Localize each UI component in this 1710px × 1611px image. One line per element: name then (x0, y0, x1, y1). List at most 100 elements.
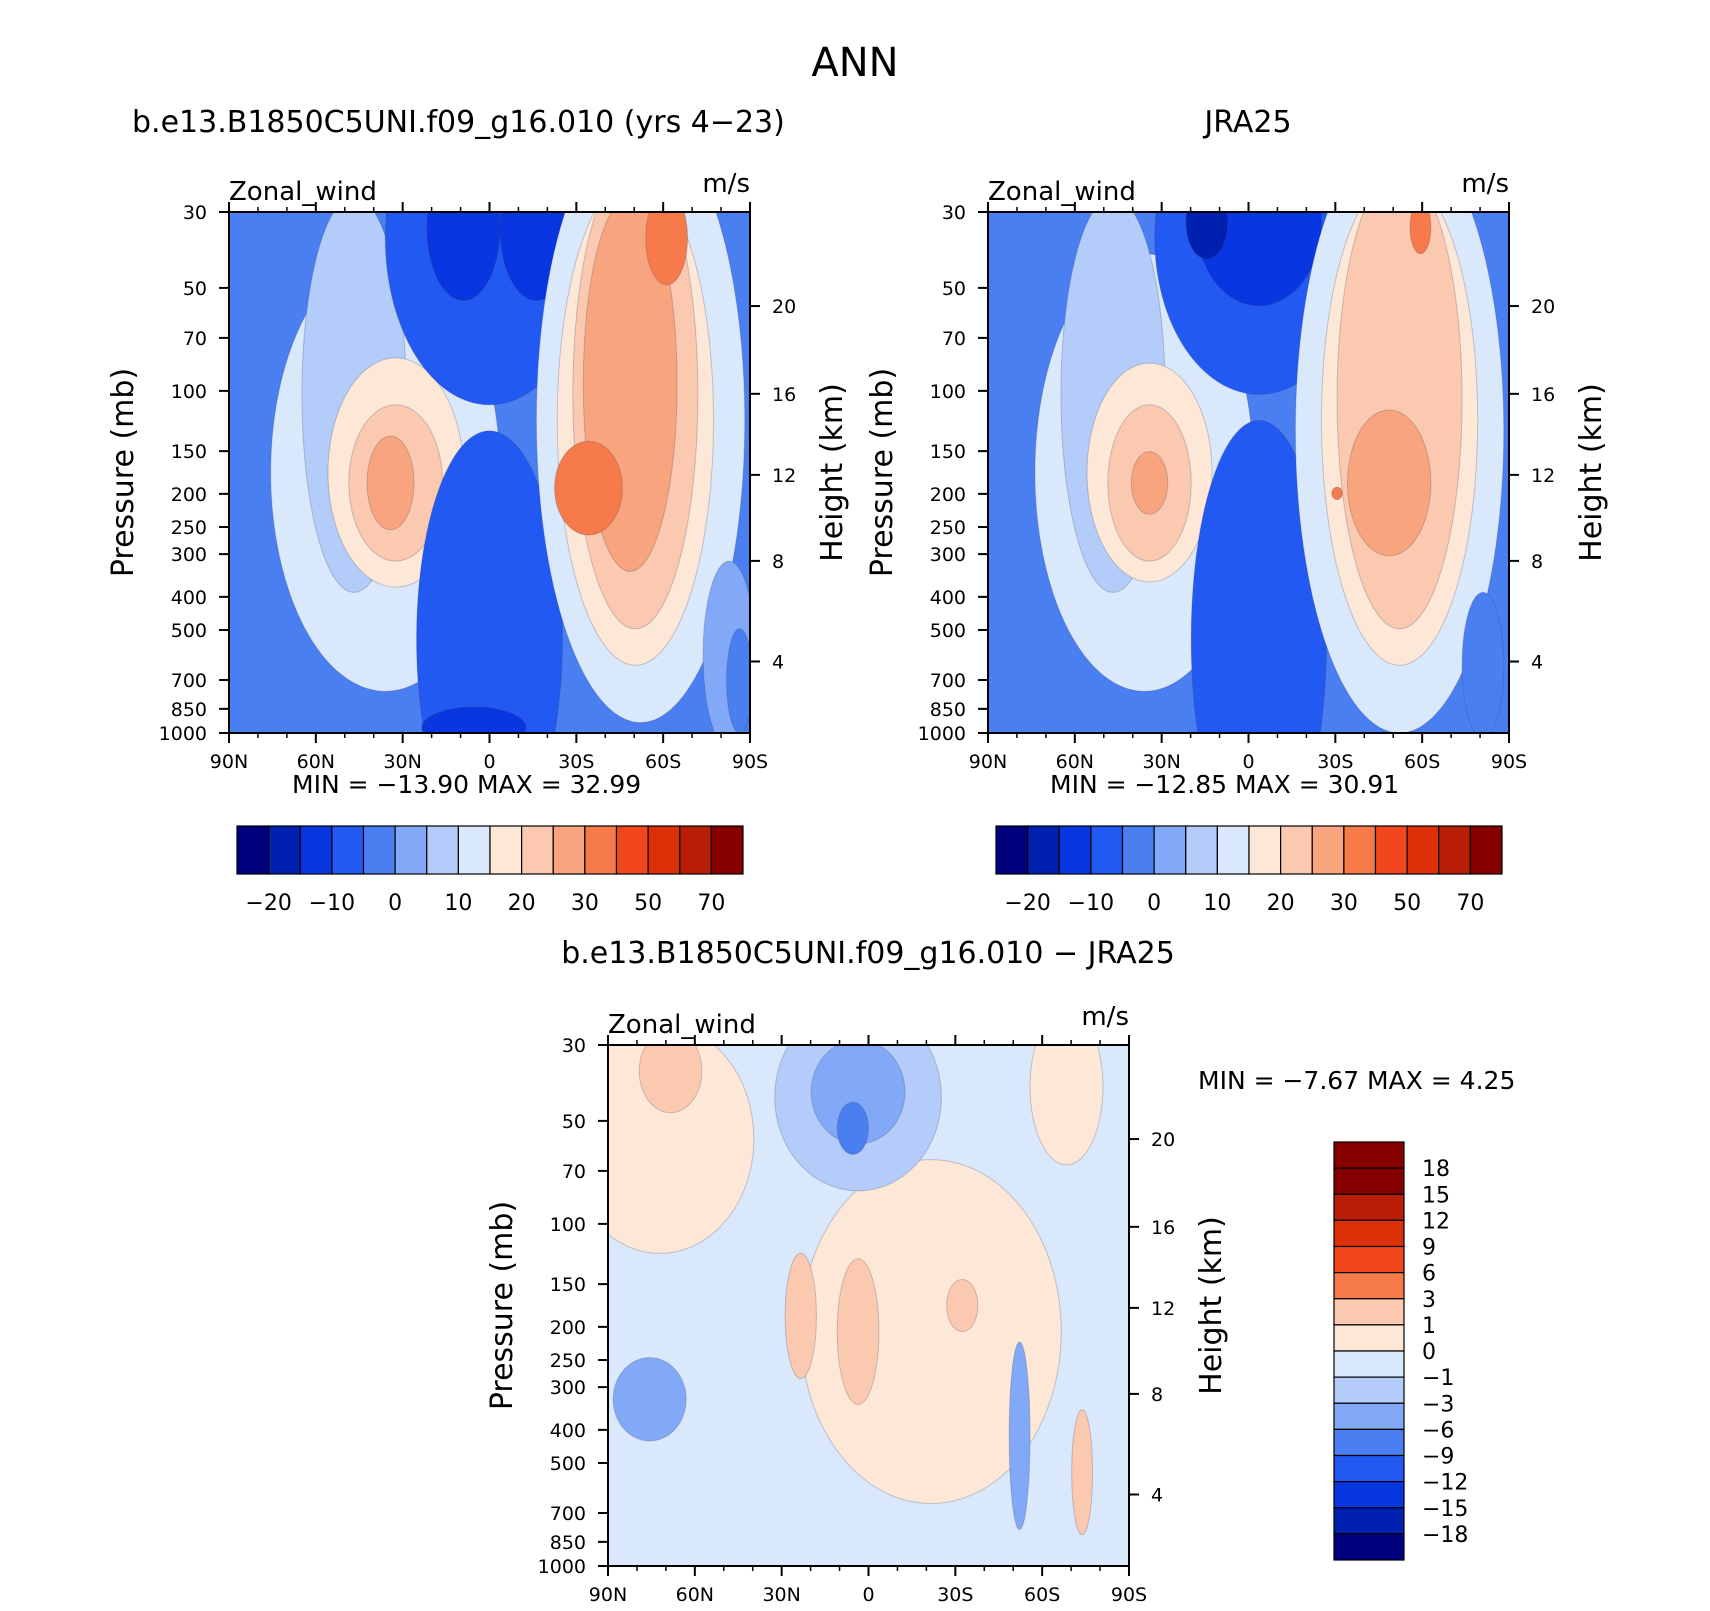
variable-label: Zonal_wind (608, 1010, 756, 1040)
y-tick-label: 400 (930, 587, 966, 609)
units-label: m/s (702, 169, 750, 199)
panel-model: b.e13.B1850C5UNI.f09_g16.010 (yrs 4−23) Z… (106, 105, 850, 916)
colorbar-box (584, 825, 618, 875)
y-tick-label: 100 (550, 1214, 586, 1236)
min-max-stats: MIN = −12.85 MAX = 30.91 (1050, 770, 1399, 799)
contour-region (836, 1258, 880, 1405)
colorbar-label: 1 (1422, 1314, 1436, 1339)
y-tick-label: 30 (942, 202, 966, 224)
y-right-tick-label: 8 (1531, 551, 1543, 573)
contour-region (421, 706, 527, 733)
y-right-tick-label: 4 (1531, 651, 1543, 673)
min-max-stats: MIN = −7.67 MAX = 4.25 (1198, 1066, 1515, 1095)
colorbar-label: −6 (1422, 1418, 1454, 1443)
colorbar-box (1333, 1533, 1405, 1561)
y-right-tick-label: 20 (1151, 1129, 1175, 1151)
y-tick-label: 70 (562, 1161, 586, 1183)
y-tick-label: 50 (183, 278, 207, 300)
x-tick-label: 0 (1242, 751, 1254, 773)
y-tick-label: 50 (942, 278, 966, 300)
y-tick-label: 300 (930, 544, 966, 566)
contour-region (554, 440, 623, 536)
y-tick-label: 500 (171, 620, 207, 642)
contour-region (608, 1045, 755, 1254)
y-tick-label: 30 (562, 1035, 586, 1057)
y-right-tick-label: 12 (772, 465, 796, 487)
colorbar-box (1333, 1298, 1405, 1326)
x-tick-label: 90S (1111, 1584, 1147, 1606)
colorbar-label: 0 (1422, 1340, 1436, 1365)
x-tick-label: 30S (937, 1584, 973, 1606)
x-tick-label: 0 (483, 751, 495, 773)
colorbar-label: 10 (1203, 891, 1231, 916)
colorbar-box (1438, 825, 1471, 875)
contour-region (416, 430, 563, 733)
contour-region (645, 212, 688, 286)
colorbar-box (1333, 1219, 1405, 1248)
colorbar-label: 30 (1330, 891, 1358, 916)
colorbar-label: 9 (1422, 1236, 1436, 1261)
contour-region (1008, 1341, 1031, 1531)
colorbar-label: 30 (571, 891, 599, 916)
y-tick-label: 200 (930, 484, 966, 506)
units-label: m/s (1081, 1002, 1129, 1032)
x-tick-label: 30N (1142, 751, 1180, 773)
y-tick-label: 100 (930, 381, 966, 403)
colorbar-label: 70 (1456, 891, 1484, 916)
colorbar-box (1027, 825, 1060, 875)
min-max-stats: MIN = −13.90 MAX = 32.99 (292, 770, 641, 799)
x-tick-label: 30N (762, 1584, 800, 1606)
y-tick-label: 250 (550, 1350, 586, 1372)
x-tick-label: 30N (383, 751, 421, 773)
x-tick-label: 30S (1317, 751, 1353, 773)
colorbar-label: 12 (1422, 1209, 1450, 1234)
colorbar-label: −3 (1422, 1392, 1454, 1417)
colorbar-label: −15 (1422, 1497, 1468, 1522)
colorbar-label: −18 (1422, 1523, 1468, 1548)
colorbar-label: −20 (1004, 891, 1050, 916)
x-tick-label: 90N (589, 1584, 627, 1606)
colorbar-box (489, 825, 523, 875)
contour-region (426, 212, 501, 302)
colorbar-box (236, 825, 270, 875)
panel-jra25: JRA25 Zonal_wind m/s 90N 60N 30N 0 30S 60S 90S 30 5… (865, 105, 1609, 916)
y-tick-label: 700 (930, 670, 966, 692)
colorbar-box (394, 825, 428, 875)
colorbar-box (362, 825, 396, 875)
colorbar-label: −12 (1422, 1471, 1468, 1496)
colorbar-box (1333, 1402, 1405, 1430)
colorbar-label: 70 (697, 891, 725, 916)
contour-region (726, 628, 750, 733)
panel-title: b.e13.B1850C5UNI.f09_g16.010 (yrs 4−23) (132, 105, 785, 140)
y-right-tick-label: 16 (772, 384, 796, 406)
y-tick-label: 400 (171, 587, 207, 609)
contour-region (1029, 1045, 1104, 1166)
colorbar-box (995, 825, 1029, 875)
contour-field (608, 1045, 1129, 1566)
colorbar-box (647, 825, 681, 875)
colorbar-box (1333, 1481, 1405, 1509)
colorbar-box (1343, 825, 1377, 875)
x-tick-label: 60N (1056, 751, 1094, 773)
colorbar-label: 10 (444, 891, 472, 916)
colorbar-label: 15 (1422, 1183, 1450, 1208)
colorbar-label: −10 (309, 891, 355, 916)
y-tick-label: 150 (550, 1274, 586, 1296)
x-tick-label: 90S (732, 751, 768, 773)
contour-region (1461, 591, 1505, 733)
contour-region (1409, 212, 1432, 255)
panel-title: JRA25 (1202, 105, 1291, 140)
y-tick-label: 850 (171, 699, 207, 721)
x-tick-label: 0 (862, 1584, 874, 1606)
colorbar-label: −20 (245, 891, 291, 916)
colorbar-label: 6 (1422, 1262, 1436, 1287)
x-tick-label: 60S (1404, 751, 1440, 773)
y-tick-label: 1000 (918, 723, 966, 745)
colorbar-label: 20 (508, 891, 536, 916)
y-tick-label: 70 (183, 328, 207, 350)
contour-region (1346, 409, 1432, 557)
units-label: m/s (1461, 169, 1509, 199)
colorbar-label: −10 (1068, 891, 1114, 916)
y-tick-label: 200 (171, 484, 207, 506)
